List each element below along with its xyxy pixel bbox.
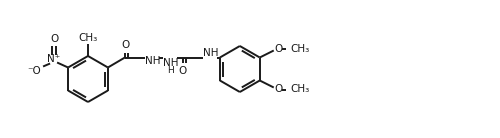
Text: H: H xyxy=(168,66,174,75)
Text: O: O xyxy=(122,39,130,50)
Text: O: O xyxy=(50,34,58,43)
Text: ⁻O: ⁻O xyxy=(27,67,41,76)
Text: N⁺: N⁺ xyxy=(48,55,60,64)
Text: O: O xyxy=(179,66,187,75)
Text: CH₃: CH₃ xyxy=(291,43,310,54)
Text: CH₃: CH₃ xyxy=(291,84,310,95)
Text: O: O xyxy=(274,84,283,95)
Text: NH: NH xyxy=(163,58,178,67)
Text: NH: NH xyxy=(145,56,160,67)
Text: NH: NH xyxy=(203,48,218,59)
Text: CH₃: CH₃ xyxy=(78,33,98,43)
Text: O: O xyxy=(274,43,283,54)
